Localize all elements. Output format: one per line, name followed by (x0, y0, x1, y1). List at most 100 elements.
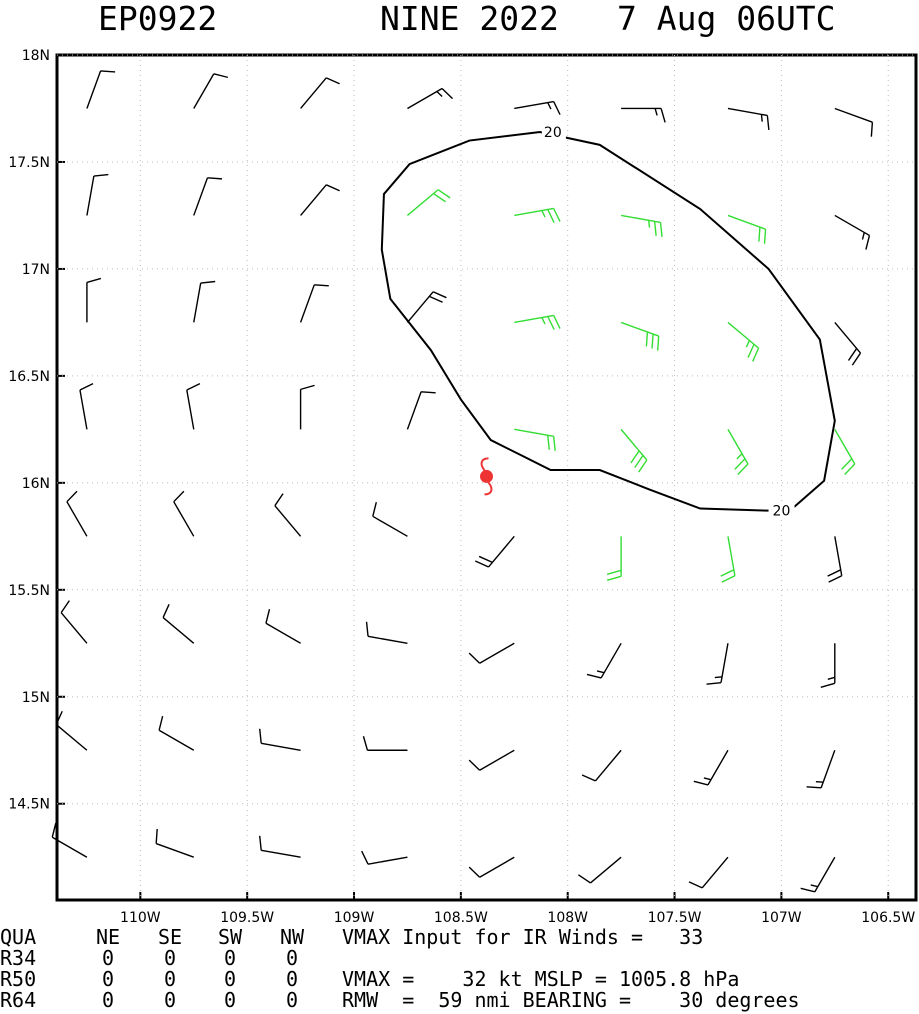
wind-barb (299, 284, 329, 323)
wind-barb (688, 856, 729, 889)
wind-barb (406, 189, 451, 216)
wind-barb (727, 429, 749, 475)
wind-barb (186, 382, 201, 430)
wind-barb (468, 749, 515, 771)
y-tick-label: 15N (22, 690, 50, 706)
table-cell: 0 (286, 967, 298, 991)
table-header: QUA (0, 925, 36, 949)
wind-barb (468, 856, 515, 878)
table-cell: 0 (224, 946, 236, 970)
x-tick-label: 107W (761, 910, 802, 926)
summary-line: VMAX = 32 kt MSLP = 1005.8 hPa (342, 967, 739, 991)
wind-barb (581, 749, 622, 782)
map-frame (55, 53, 918, 902)
x-tick-label: 108W (547, 910, 588, 926)
wind-barb (265, 608, 301, 644)
wind-barb (514, 100, 561, 115)
wind-barb (620, 428, 648, 473)
wind-barb (86, 277, 102, 323)
wind-barb (514, 314, 561, 330)
wind-barb (300, 184, 340, 216)
y-tick-label: 16N (22, 476, 50, 492)
x-tick-label: 110W (120, 910, 161, 926)
wind-barb (173, 490, 195, 537)
table-header: NE (96, 925, 120, 949)
summary-line: VMAX Input for IR Winds = 33 (342, 925, 703, 949)
x-tick-label: 109W (334, 910, 375, 926)
table-cell: 0 (102, 988, 114, 1012)
wind-barb (827, 536, 843, 583)
storm-symbol (480, 457, 493, 496)
wind-barb (727, 214, 767, 244)
wind-barb (365, 621, 408, 644)
wind-barb (259, 835, 301, 858)
y-tick-label: 17.5N (8, 155, 50, 171)
contour-label: 20 (773, 504, 791, 520)
contour-label-bg (541, 123, 566, 142)
wind-barb (806, 750, 836, 789)
wind-barb (299, 384, 315, 430)
table-cell: 0 (164, 967, 176, 991)
wind-barb (578, 856, 622, 884)
wind-barb (407, 87, 454, 110)
wind-barb (620, 321, 660, 351)
x-tick-label: 108.5W (434, 910, 488, 926)
storm-center (480, 469, 493, 483)
wind-barb (55, 710, 88, 751)
wind-barb (834, 429, 856, 475)
wind-barb (372, 502, 408, 537)
table-cell: 0 (286, 946, 298, 970)
wind-barb (514, 207, 561, 223)
wind-barb (362, 736, 408, 751)
table-cell: R64 (0, 988, 36, 1012)
y-tick-label: 14.5N (8, 797, 50, 813)
table-cell: 0 (102, 946, 114, 970)
title-name: NINE 2022 (380, 0, 559, 38)
wind-barb (193, 177, 223, 216)
wind-barb (300, 77, 340, 109)
summary-line: RMW = 59 nmi BEARING = 30 degrees (342, 988, 800, 1012)
table-header: SE (158, 925, 182, 949)
wind-barb (274, 493, 302, 537)
contour-label: 20 (544, 125, 562, 141)
y-tick-label: 16.5N (8, 369, 50, 385)
title-id: EP0922 (98, 0, 217, 38)
wind-barb (468, 642, 515, 664)
wind-barb (193, 280, 216, 323)
wind-barb (621, 107, 666, 123)
y-tick-label: 15.5N (8, 583, 50, 599)
wind-barb (834, 107, 874, 137)
table-cell: 0 (286, 988, 298, 1012)
x-tick-label: 109.5W (220, 910, 274, 926)
wind-barb (259, 728, 301, 751)
wind-barb (406, 291, 447, 323)
wind-barb (834, 321, 862, 366)
wind-barb (60, 600, 88, 644)
wind-barb (720, 536, 736, 583)
wind-barb (834, 214, 871, 250)
table-cell: 0 (164, 988, 176, 1012)
wind-barb (693, 749, 729, 786)
y-tick-label: 18N (22, 48, 50, 64)
contour-label-bg (770, 501, 795, 520)
wind-barb (406, 391, 436, 430)
table-header: NW (280, 925, 305, 949)
wind-barb (155, 828, 194, 858)
wind-barb (514, 428, 556, 451)
wind-barb (158, 715, 195, 751)
wind-barb (86, 173, 109, 216)
wind-barb (620, 214, 663, 237)
wind-barb (706, 643, 729, 685)
table-cell: R50 (0, 967, 36, 991)
wind-barb (361, 850, 408, 865)
wind-barb (51, 822, 88, 858)
wind-barb (800, 856, 836, 893)
table-header: SW (218, 925, 243, 949)
x-tick-label: 106.5W (861, 910, 915, 926)
wind-barb (66, 490, 88, 537)
table-cell: 0 (164, 946, 176, 970)
table-cell: R34 (0, 946, 36, 970)
wind-barb (727, 107, 770, 130)
y-tick-label: 17N (22, 262, 50, 278)
